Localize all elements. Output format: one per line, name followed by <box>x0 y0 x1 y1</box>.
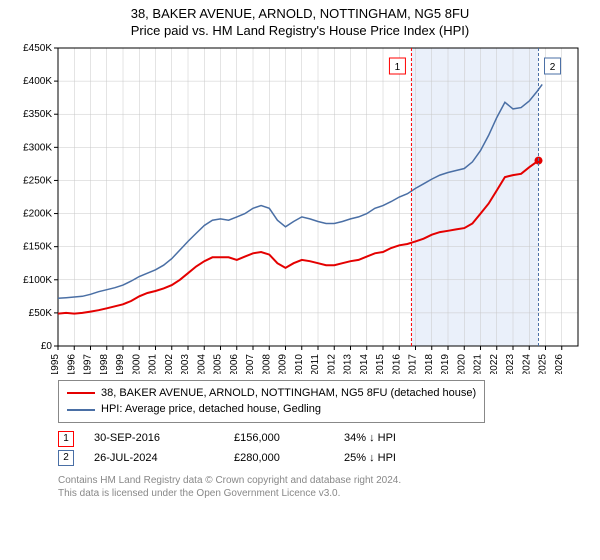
table-pct: 34% ↓ HPI <box>344 429 464 449</box>
footer-line1: Contains HM Land Registry data © Crown c… <box>58 474 590 487</box>
x-tick-label: 2007 <box>245 353 256 373</box>
legend-swatch <box>67 409 95 411</box>
x-tick-label: 2018 <box>424 353 435 373</box>
x-tick-label: 2026 <box>554 353 565 373</box>
x-tick-label: 2023 <box>505 353 516 373</box>
legend: 38, BAKER AVENUE, ARNOLD, NOTTINGHAM, NG… <box>58 380 485 423</box>
x-tick-label: 1995 <box>50 353 61 373</box>
legend-swatch <box>67 392 95 394</box>
x-tick-label: 1998 <box>99 353 110 373</box>
x-tick-label: 2013 <box>343 353 354 373</box>
y-tick-label: £0 <box>41 341 53 352</box>
x-tick-label: 2003 <box>180 353 191 373</box>
line-chart: £0 £50K £100K £150K £200K £250K £300K £350K £400… <box>10 44 590 374</box>
y-tick-label: £50K <box>29 308 53 319</box>
table-row: 2 26-JUL-2024£280,00025% ↓ HPI <box>58 449 590 469</box>
legend-item: 38, BAKER AVENUE, ARNOLD, NOTTINGHAM, NG… <box>67 385 476 402</box>
x-tick-label: 2022 <box>489 353 500 373</box>
footer-line2: This data is licensed under the Open Gov… <box>58 487 590 500</box>
table-date: 26-JUL-2024 <box>94 449 234 469</box>
x-tick-label: 2020 <box>456 353 467 373</box>
y-tick-label: £300K <box>23 142 52 153</box>
table-pct: 25% ↓ HPI <box>344 449 464 469</box>
x-tick-label: 2024 <box>521 353 532 373</box>
x-tick-label: 2005 <box>213 353 224 373</box>
footer: Contains HM Land Registry data © Crown c… <box>58 474 590 500</box>
x-tick-label: 2000 <box>131 353 142 373</box>
table-price: £156,000 <box>234 429 344 449</box>
x-tick-label: 2017 <box>408 353 419 373</box>
x-tick-label: 2008 <box>261 353 272 373</box>
x-tick-label: 1999 <box>115 353 126 373</box>
x-tick-label: 2021 <box>473 353 484 373</box>
table-marker-box: 2 <box>58 450 74 466</box>
legend-label: HPI: Average price, detached house, Gedl… <box>101 401 321 418</box>
sale-table: 1 30-SEP-2016£156,00034% ↓ HPI 2 26-JUL-202… <box>58 429 590 469</box>
table-date: 30-SEP-2016 <box>94 429 234 449</box>
x-tick-label: 2010 <box>294 353 305 373</box>
y-tick-label: £400K <box>23 76 52 87</box>
x-tick-label: 2001 <box>148 353 159 373</box>
shaded-region <box>411 48 538 346</box>
x-tick-label: 2015 <box>375 353 386 373</box>
legend-label: 38, BAKER AVENUE, ARNOLD, NOTTINGHAM, NG… <box>101 385 476 402</box>
y-tick-label: £450K <box>23 44 52 54</box>
x-tick-label: 1996 <box>66 353 77 373</box>
marker-number-1: 1 <box>395 62 401 73</box>
x-tick-label: 2025 <box>538 353 549 373</box>
x-tick-label: 2004 <box>196 353 207 373</box>
title-line1: 38, BAKER AVENUE, ARNOLD, NOTTINGHAM, NG… <box>10 6 590 23</box>
x-tick-label: 2002 <box>164 353 175 373</box>
x-tick-label: 2011 <box>310 353 321 373</box>
table-row: 1 30-SEP-2016£156,00034% ↓ HPI <box>58 429 590 449</box>
x-tick-label: 2014 <box>359 353 370 373</box>
y-tick-label: £200K <box>23 208 52 219</box>
y-tick-label: £250K <box>23 175 52 186</box>
x-tick-label: 2016 <box>391 353 402 373</box>
y-tick-label: £100K <box>23 275 52 286</box>
table-marker-box: 1 <box>58 431 74 447</box>
x-tick-label: 2009 <box>278 353 289 373</box>
chart-container: 38, BAKER AVENUE, ARNOLD, NOTTINGHAM, NG… <box>0 0 600 560</box>
marker-number-2: 2 <box>550 62 556 73</box>
x-tick-label: 2012 <box>326 353 337 373</box>
y-tick-label: £150K <box>23 241 52 252</box>
x-tick-label: 2019 <box>440 353 451 373</box>
table-price: £280,000 <box>234 449 344 469</box>
x-tick-label: 2006 <box>229 353 240 373</box>
x-tick-label: 1997 <box>83 353 94 373</box>
chart-title: 38, BAKER AVENUE, ARNOLD, NOTTINGHAM, NG… <box>10 6 590 40</box>
chart-area: £0 £50K £100K £150K £200K £250K £300K £350K £400… <box>10 44 590 374</box>
legend-item: HPI: Average price, detached house, Gedl… <box>67 401 476 418</box>
y-tick-label: £350K <box>23 109 52 120</box>
title-line2: Price paid vs. HM Land Registry's House … <box>10 23 590 40</box>
